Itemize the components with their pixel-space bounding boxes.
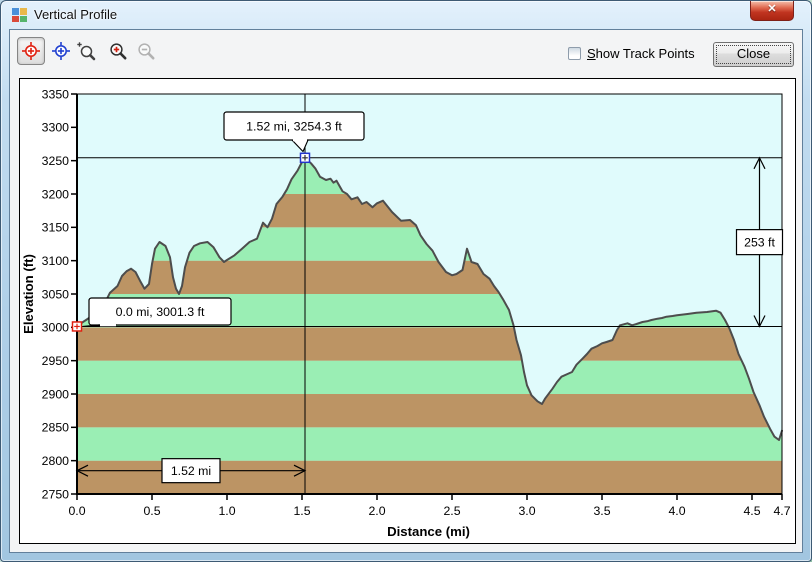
x-tick-label: 1.5: [293, 504, 310, 518]
y-tick-label: 3150: [42, 221, 70, 235]
y-tick-label: 2800: [42, 454, 70, 468]
titlebar[interactable]: Vertical Profile ✕: [1, 1, 811, 29]
y-tick-label: 3350: [42, 87, 70, 101]
elevation-chart[interactable]: 2750 2800 2850 2900 2950 3000 3050 3100 3150 3200…: [20, 79, 795, 543]
y-tick-label: 2850: [42, 421, 70, 435]
window-close-button[interactable]: ✕: [750, 1, 794, 21]
height-measure-label-text: 253 ft: [744, 235, 775, 249]
elevation-band: [77, 361, 782, 394]
elevation-band: [77, 394, 782, 427]
show-track-points-label: Show Track Points: [587, 46, 695, 61]
x-tick-label: 4.0: [668, 504, 685, 518]
magnifier-minus-icon: [136, 41, 156, 61]
blue-position-marker-button[interactable]: [47, 37, 75, 65]
blue-target-icon: [51, 41, 71, 61]
magnifier-plus-icon: [108, 41, 128, 61]
zoom-out-button[interactable]: [132, 37, 160, 65]
y-tick-label: 3200: [42, 187, 70, 201]
x-tick-label: 0.0: [68, 504, 85, 518]
x-tick-label: 0.5: [143, 504, 160, 518]
red-target-icon: [21, 41, 41, 61]
peak-callout-text: 1.52 mi, 3254.3 ft: [246, 119, 342, 133]
y-tick-label: 2950: [42, 354, 70, 368]
distance-measure-label-text: 1.52 mi: [171, 464, 211, 478]
close-button[interactable]: Close: [713, 42, 794, 67]
y-tick-label: 2900: [42, 387, 70, 401]
elevation-band: [77, 327, 782, 360]
red-position-marker-button[interactable]: [17, 37, 45, 65]
elevation-band: [77, 427, 782, 460]
zoom-selection-button[interactable]: [72, 37, 100, 65]
x-tick-label: 2.0: [368, 504, 385, 518]
show-track-points-checkbox[interactable]: [568, 47, 581, 60]
app-icon: [12, 7, 28, 23]
x-tick-label: 4.7: [773, 504, 790, 518]
x-tick-label: 3.5: [593, 504, 610, 518]
y-tick-label: 3050: [42, 287, 70, 301]
y-tick-label: 3000: [42, 321, 70, 335]
x-tick-label: 1.0: [218, 504, 235, 518]
chart-panel: 2750 2800 2850 2900 2950 3000 3050 3100 3150 3200…: [19, 78, 796, 544]
x-tick-label: 3.0: [518, 504, 535, 518]
window-title: Vertical Profile: [34, 7, 117, 22]
y-axis-title: Elevation (ft): [21, 254, 36, 334]
x-axis-title: Distance (mi): [387, 524, 470, 539]
zoom-in-button[interactable]: [104, 37, 132, 65]
vertical-profile-window: Vertical Profile ✕: [0, 0, 812, 562]
x-tick-label: 4.5: [743, 504, 760, 518]
y-tick-label: 3100: [42, 254, 70, 268]
y-tick-label: 3300: [42, 121, 70, 135]
y-tick-label: 3250: [42, 154, 70, 168]
start-callout-text: 0.0 mi, 3001.3 ft: [116, 305, 205, 319]
y-tick-label: 2750: [42, 487, 70, 501]
magnifier-select-icon: [76, 41, 96, 61]
x-tick-label: 2.5: [443, 504, 460, 518]
